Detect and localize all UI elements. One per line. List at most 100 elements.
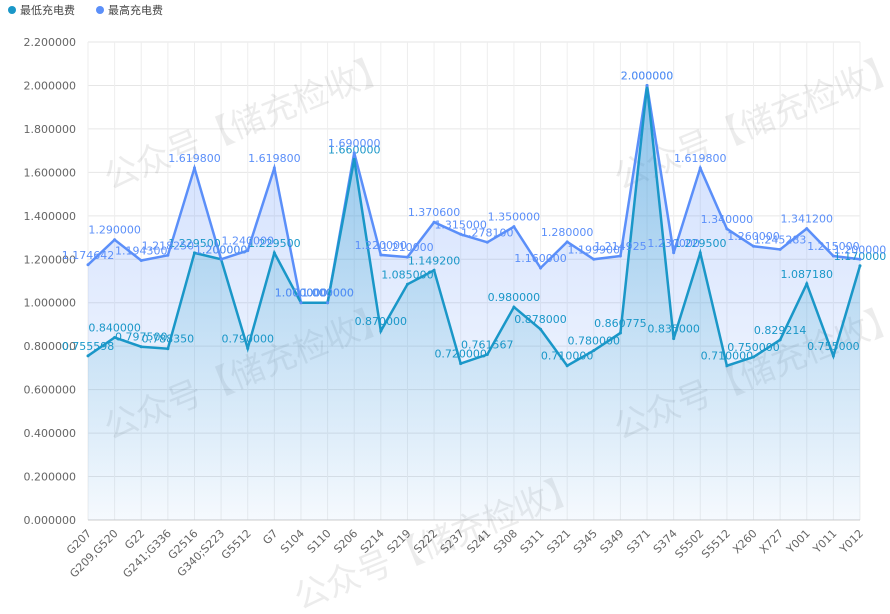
x-tick-label: S311 xyxy=(518,527,547,556)
data-label: 1.000000 xyxy=(301,287,354,300)
data-label: 1.000000 xyxy=(275,287,328,300)
x-tick-label: Y012 xyxy=(837,527,866,556)
point xyxy=(778,338,782,342)
point xyxy=(752,244,756,248)
point xyxy=(459,232,463,236)
data-label: 0.755598 xyxy=(62,340,115,353)
point xyxy=(139,345,143,349)
data-label: 1.087180 xyxy=(781,268,834,281)
point xyxy=(565,240,569,244)
point xyxy=(831,354,835,358)
point xyxy=(858,264,862,268)
x-tick-label: X727 xyxy=(757,527,786,556)
point xyxy=(379,329,383,333)
data-label: 1.619800 xyxy=(168,152,221,165)
point xyxy=(459,362,463,366)
x-tick-label: G5512 xyxy=(219,527,254,562)
data-label: 0.797500 xyxy=(115,331,168,344)
point xyxy=(512,225,516,229)
data-label: 1.229500 xyxy=(674,237,727,250)
data-label: 2.000000 xyxy=(621,69,674,82)
data-label: 0.840000 xyxy=(88,321,141,334)
y-tick-label: 1.400000 xyxy=(24,210,77,223)
point xyxy=(725,364,729,368)
data-label: 0.829214 xyxy=(754,324,807,337)
data-label: 2.000000 xyxy=(621,69,674,82)
data-label: 0.755000 xyxy=(807,340,860,353)
data-label: 0.710000 xyxy=(701,350,754,363)
data-label: 1.000000 xyxy=(301,287,354,300)
data-label: 0.878000 xyxy=(514,313,567,326)
point xyxy=(485,353,489,357)
point xyxy=(592,349,596,353)
data-label: 1.278100 xyxy=(461,226,514,239)
x-tick-label: G7 xyxy=(260,527,280,547)
point xyxy=(192,166,196,170)
data-label: 1.240000 xyxy=(221,235,274,248)
point xyxy=(698,251,702,255)
data-label: 0.980000 xyxy=(488,291,541,304)
data-label: 1.619800 xyxy=(248,152,301,165)
data-label: 1.220000 xyxy=(355,239,408,252)
data-label: 0.761567 xyxy=(461,339,514,352)
point xyxy=(831,254,835,258)
data-label: 1.218250 xyxy=(142,239,195,252)
data-label: 1.229500 xyxy=(248,237,301,250)
point xyxy=(352,151,356,155)
point xyxy=(645,83,649,87)
y-tick-label: 2.000000 xyxy=(24,79,77,92)
y-tick-label: 1.600000 xyxy=(24,166,77,179)
point xyxy=(139,259,143,263)
point xyxy=(805,282,809,286)
point xyxy=(485,240,489,244)
x-tick-label: Y001 xyxy=(783,527,812,556)
data-label: 1.280000 xyxy=(541,226,594,239)
point xyxy=(272,251,276,255)
point xyxy=(86,263,90,267)
x-tick-label: X260 xyxy=(730,527,759,556)
y-tick-label: 0.800000 xyxy=(24,340,77,353)
data-label: 1.194300 xyxy=(115,245,168,258)
point xyxy=(539,266,543,270)
series-line xyxy=(87,85,861,304)
y-tick-label: 0.200000 xyxy=(24,471,77,484)
point xyxy=(858,257,862,261)
y-tick-label: 0.400000 xyxy=(24,427,77,440)
y-tick-label: 1.800000 xyxy=(24,123,77,136)
data-label: 1.174642 xyxy=(62,249,115,262)
data-label: 1.199900 xyxy=(568,243,621,256)
point xyxy=(725,227,729,231)
legend-label: 最高充电费 xyxy=(108,3,163,17)
point xyxy=(272,166,276,170)
data-label: 1.200000 xyxy=(834,243,887,256)
point xyxy=(246,346,250,350)
point xyxy=(113,335,117,339)
data-label: 0.860775 xyxy=(594,317,647,330)
data-label: 1.214925 xyxy=(594,240,647,253)
data-label: 1.290000 xyxy=(88,224,141,237)
data-label: 1.229500 xyxy=(168,237,221,250)
point xyxy=(326,301,330,305)
point xyxy=(565,364,569,368)
data-label: 0.788350 xyxy=(142,333,195,346)
data-label: 1.149200 xyxy=(408,254,461,267)
point xyxy=(219,257,223,261)
point xyxy=(166,253,170,257)
point xyxy=(432,220,436,224)
data-label: 0.710000 xyxy=(541,350,594,363)
y-tick-label: 0.000000 xyxy=(24,514,77,527)
data-label: 1.200000 xyxy=(195,243,248,256)
point xyxy=(166,347,170,351)
x-tick-label: Y011 xyxy=(810,527,839,556)
data-label: 1.085000 xyxy=(381,268,434,281)
x-tick-label: S5512 xyxy=(699,527,733,561)
data-label: 1.340000 xyxy=(701,213,754,226)
point xyxy=(672,251,676,255)
data-label: 1.370600 xyxy=(408,206,461,219)
data-label: 1.245283 xyxy=(754,233,807,246)
point xyxy=(192,251,196,255)
point xyxy=(698,166,702,170)
point xyxy=(672,337,676,341)
data-label: 1.200000 xyxy=(195,243,248,256)
